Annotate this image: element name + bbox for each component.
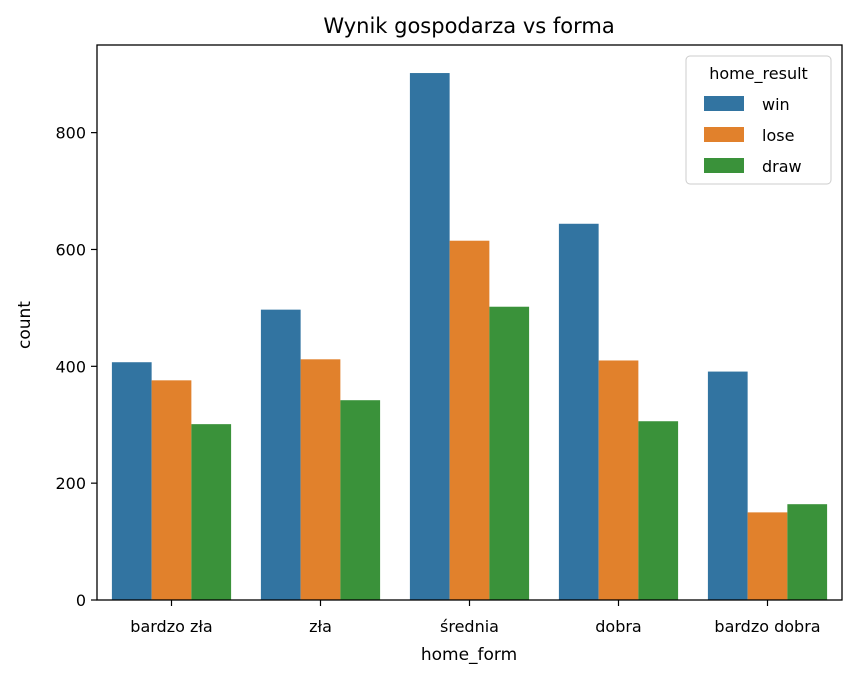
- chart-title: Wynik gospodarza vs forma: [323, 14, 614, 38]
- x-tick-label-2: średnia: [440, 617, 499, 636]
- bar-draw-3: [638, 421, 679, 600]
- bar-win-3: [558, 223, 599, 600]
- x-axis: bardzo zła zła średnia dobra bardzo dobra: [130, 600, 821, 636]
- legend-swatch-draw: [704, 158, 744, 173]
- x-tick-label-3: dobra: [595, 617, 641, 636]
- bar-draw-0: [191, 424, 232, 600]
- bar-win-4: [707, 371, 748, 600]
- bar-lose-3: [598, 360, 639, 600]
- bar-draw-4: [787, 504, 828, 600]
- legend-label-draw: draw: [762, 157, 802, 176]
- bar-win-1: [260, 309, 301, 600]
- legend-label-win: win: [762, 95, 790, 114]
- legend-swatch-lose: [704, 127, 744, 142]
- legend-swatch-win: [704, 96, 744, 111]
- x-tick-label-0: bardzo zła: [130, 617, 212, 636]
- y-tick-label-0: 0: [76, 591, 86, 610]
- bar-lose-4: [747, 512, 788, 600]
- bar-lose-1: [300, 359, 341, 600]
- bar-draw-1: [340, 400, 381, 600]
- y-tick-label-3: 600: [55, 240, 86, 259]
- bar-lose-0: [151, 380, 192, 600]
- bar-win-0: [111, 362, 152, 600]
- bar-draw-2: [489, 306, 530, 600]
- x-tick-label-4: bardzo dobra: [714, 617, 820, 636]
- bar-win-2: [409, 73, 450, 600]
- x-axis-label: home_form: [421, 645, 517, 665]
- legend-label-lose: lose: [762, 126, 794, 145]
- legend-frame: [685, 55, 832, 185]
- bar-lose-2: [449, 240, 490, 601]
- y-axis-label: count: [15, 301, 35, 349]
- bars-group: [111, 73, 828, 601]
- y-tick-label-4: 800: [55, 124, 86, 143]
- y-axis: 0 200 400 600 800: [55, 124, 97, 610]
- legend-title: home_result: [709, 64, 808, 84]
- y-tick-label-1: 200: [55, 474, 86, 493]
- x-tick-label-1: zła: [309, 617, 332, 636]
- y-tick-label-2: 400: [55, 357, 86, 376]
